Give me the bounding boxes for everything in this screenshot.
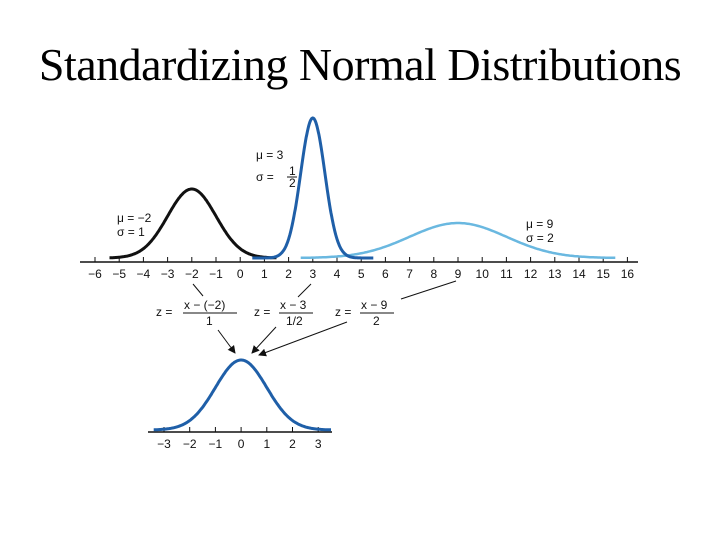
svg-text:μ = −2: μ = −2 <box>117 211 152 225</box>
svg-text:3: 3 <box>315 437 322 451</box>
leader-line-3 <box>400 280 457 300</box>
svg-text:2: 2 <box>289 176 296 190</box>
svg-text:5: 5 <box>358 267 365 281</box>
curve-standard-normal <box>153 358 331 432</box>
svg-text:−6: −6 <box>88 267 102 281</box>
svg-text:11: 11 <box>500 267 513 281</box>
svg-text:z =: z = <box>254 305 270 319</box>
svg-text:σ = 2: σ = 2 <box>526 231 554 245</box>
top-axis: −6 −5 −4 −3 −2 −1 0 1 2 3 4 5 6 7 8 9 10 11 12 13 14 15 16 <box>80 257 638 281</box>
svg-text:9: 9 <box>455 267 462 281</box>
curve-mu-neg2-sigma-1 <box>109 187 277 260</box>
svg-text:7: 7 <box>406 267 413 281</box>
svg-text:12: 12 <box>524 267 538 281</box>
svg-text:0: 0 <box>237 267 244 281</box>
svg-text:1/2: 1/2 <box>286 314 303 328</box>
svg-text:1: 1 <box>289 164 296 178</box>
formula-1: z = x − (−2) 1 <box>156 298 237 328</box>
curve-mu-3-sigma-half <box>252 116 374 260</box>
svg-text:3: 3 <box>309 267 316 281</box>
svg-text:1: 1 <box>206 314 213 328</box>
svg-text:14: 14 <box>572 267 586 281</box>
bottom-axis: −3 −2 −1 0 1 2 3 <box>148 427 332 451</box>
leader-line-1 <box>192 283 204 297</box>
label-curve-2: μ = 3 σ = 1 2 <box>256 148 297 190</box>
svg-text:6: 6 <box>382 267 389 281</box>
label-curve-3: μ = 9 σ = 2 <box>526 217 554 245</box>
label-curve-1: μ = −2 σ = 1 <box>117 211 152 239</box>
svg-text:16: 16 <box>621 267 635 281</box>
svg-text:x − 9: x − 9 <box>361 298 388 312</box>
leader-line-2 <box>297 283 312 298</box>
svg-text:13: 13 <box>548 267 562 281</box>
formula-3: z = x − 9 2 <box>335 298 394 328</box>
svg-text:−3: −3 <box>157 437 171 451</box>
svg-text:2: 2 <box>285 267 292 281</box>
arrow-3 <box>258 321 348 357</box>
slide-title: Standardizing Normal Distributions <box>38 39 682 90</box>
svg-text:σ = 1: σ = 1 <box>117 225 145 239</box>
svg-text:−3: −3 <box>161 267 175 281</box>
svg-text:15: 15 <box>597 267 611 281</box>
svg-text:−1: −1 <box>209 267 223 281</box>
arrow-2 <box>251 326 277 354</box>
svg-text:μ = 3: μ = 3 <box>256 148 284 162</box>
svg-text:1: 1 <box>263 437 270 451</box>
svg-text:−2: −2 <box>185 267 199 281</box>
svg-text:μ = 9: μ = 9 <box>526 217 554 231</box>
svg-text:z =: z = <box>156 305 172 319</box>
svg-text:σ =: σ = <box>256 170 274 184</box>
svg-text:4: 4 <box>334 267 341 281</box>
svg-text:0: 0 <box>238 437 245 451</box>
svg-text:1: 1 <box>261 267 268 281</box>
svg-text:−1: −1 <box>209 437 223 451</box>
svg-text:2: 2 <box>289 437 296 451</box>
svg-text:x − (−2): x − (−2) <box>184 298 225 312</box>
svg-text:x − 3: x − 3 <box>280 298 307 312</box>
svg-text:−5: −5 <box>112 267 126 281</box>
svg-text:−2: −2 <box>183 437 197 451</box>
svg-text:z =: z = <box>335 305 351 319</box>
svg-text:8: 8 <box>430 267 437 281</box>
svg-text:−4: −4 <box>137 267 151 281</box>
curve-mu-9-sigma-2 <box>300 221 616 260</box>
svg-text:10: 10 <box>476 267 490 281</box>
svg-text:2: 2 <box>373 314 380 328</box>
formula-2: z = x − 3 1/2 <box>254 298 313 328</box>
arrow-1 <box>217 329 236 354</box>
